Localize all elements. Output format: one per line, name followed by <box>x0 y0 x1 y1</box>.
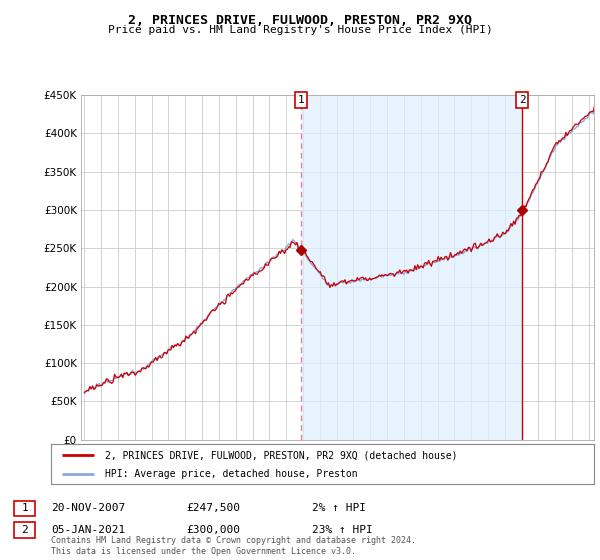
Text: Price paid vs. HM Land Registry's House Price Index (HPI): Price paid vs. HM Land Registry's House … <box>107 25 493 35</box>
Text: £300,000: £300,000 <box>186 525 240 535</box>
Bar <box>301 95 522 440</box>
Text: 20-NOV-2007: 20-NOV-2007 <box>51 503 125 514</box>
Text: 1: 1 <box>298 95 305 105</box>
Text: HPI: Average price, detached house, Preston: HPI: Average price, detached house, Pres… <box>106 469 358 479</box>
Text: 2% ↑ HPI: 2% ↑ HPI <box>312 503 366 514</box>
Text: 2: 2 <box>519 95 526 105</box>
Text: £247,500: £247,500 <box>186 503 240 514</box>
Text: 1: 1 <box>21 503 28 514</box>
Text: 2: 2 <box>21 525 28 535</box>
Text: Contains HM Land Registry data © Crown copyright and database right 2024.
This d: Contains HM Land Registry data © Crown c… <box>51 536 416 556</box>
Text: 2, PRINCES DRIVE, FULWOOD, PRESTON, PR2 9XQ (detached house): 2, PRINCES DRIVE, FULWOOD, PRESTON, PR2 … <box>106 450 458 460</box>
Text: 05-JAN-2021: 05-JAN-2021 <box>51 525 125 535</box>
Text: 2, PRINCES DRIVE, FULWOOD, PRESTON, PR2 9XQ: 2, PRINCES DRIVE, FULWOOD, PRESTON, PR2 … <box>128 14 472 27</box>
Text: 23% ↑ HPI: 23% ↑ HPI <box>312 525 373 535</box>
